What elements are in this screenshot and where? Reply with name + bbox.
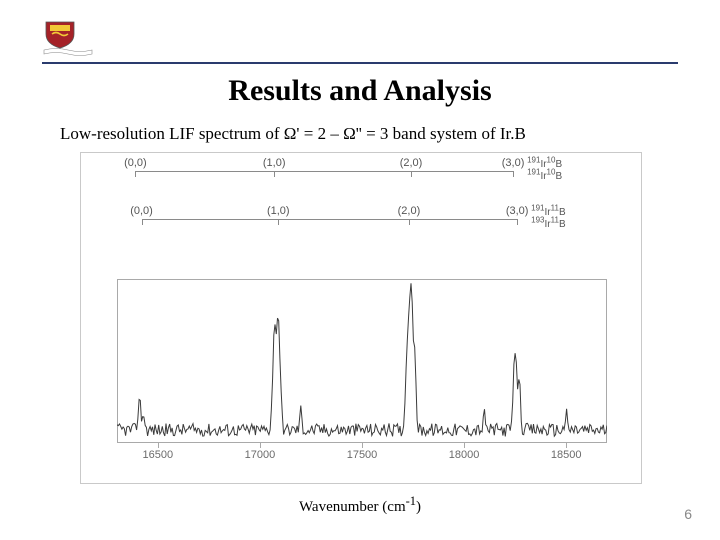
spectrum-line — [117, 279, 607, 443]
assignment-label: (2,0) — [398, 205, 421, 217]
assignment-label: (0,0) — [130, 205, 153, 217]
x-axis-label: Wavenumber (cm-1) — [0, 494, 720, 516]
isotope-label: 193Ir11B — [531, 219, 565, 230]
assignment-label: (0,0) — [124, 157, 147, 169]
x-tick-label: 16500 — [143, 449, 174, 461]
page-number: 6 — [684, 506, 692, 522]
axis-label-sup: -1 — [406, 494, 416, 508]
page-title: Results and Analysis — [0, 74, 720, 108]
slide-root: { "header": { "title": "Results and Anal… — [0, 0, 720, 540]
assignment-label: (1,0) — [267, 205, 290, 217]
assignment-label: (3,0) — [506, 205, 529, 217]
x-tick-label: 18500 — [551, 449, 582, 461]
isotope-label: 191Ir10B — [527, 171, 562, 182]
assignment-label: (1,0) — [263, 157, 286, 169]
x-tick-label: 17000 — [245, 449, 276, 461]
x-tick-label: 17500 — [347, 449, 378, 461]
x-tick-label: 18000 — [449, 449, 480, 461]
spectrum-figure: 16500 17000 17500 18000 18500 (0,0) (1,0) (2,0… — [80, 152, 642, 484]
axis-label-tail: ) — [416, 499, 421, 515]
university-crest-logo — [42, 20, 94, 56]
assignment-label: (3,0) — [502, 157, 525, 169]
assignment-label: (2,0) — [400, 157, 423, 169]
axis-label-text: Wavenumber (cm — [299, 499, 406, 515]
header-divider — [42, 62, 678, 64]
subtitle: Low-resolution LIF spectrum of Ω' = 2 – … — [60, 124, 526, 144]
